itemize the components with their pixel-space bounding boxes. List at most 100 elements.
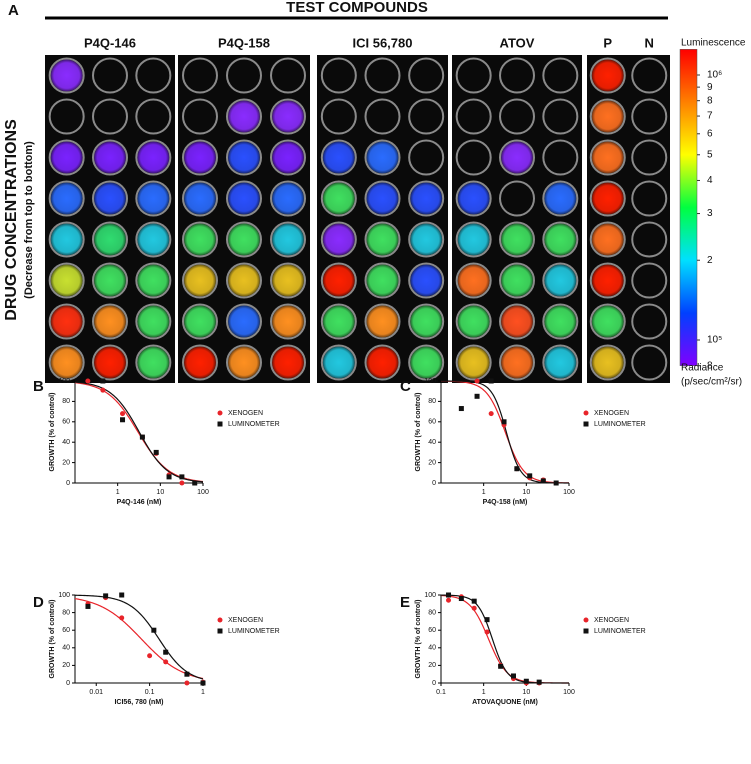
well-signal	[323, 347, 355, 379]
well-signal	[501, 142, 533, 174]
data-point	[475, 379, 480, 384]
well-signal	[272, 224, 304, 256]
well-signal	[410, 224, 442, 256]
data-point	[554, 481, 559, 486]
well-signal	[367, 183, 399, 215]
well-signal	[323, 183, 355, 215]
well-signal	[51, 347, 83, 379]
group-label: N	[645, 35, 654, 50]
y-tick-label: 80	[62, 398, 70, 405]
well-signal	[592, 183, 624, 215]
y-tick-label: 0	[432, 680, 436, 687]
colorbar-tick-label: 8	[707, 95, 713, 106]
colorbar-tick-label: 3	[707, 208, 713, 219]
data-point	[511, 673, 516, 678]
well-signal	[94, 183, 126, 215]
y-tick-label: 0	[66, 480, 70, 487]
legend-marker	[218, 411, 223, 416]
well-signal	[323, 306, 355, 338]
x-tick-label: 0.1	[436, 689, 446, 696]
well-signal	[367, 347, 399, 379]
panel-letter: C	[400, 378, 411, 395]
legend-label: XENOGEN	[594, 410, 629, 417]
data-point	[147, 653, 152, 658]
well-signal	[184, 265, 216, 297]
colorbar-units: (p/sec/cm²/sr)	[681, 377, 742, 388]
y-tick-label: 60	[428, 419, 436, 426]
well-signal	[228, 306, 260, 338]
y-tick-label: 20	[428, 662, 436, 669]
well-signal	[323, 142, 355, 174]
well-signal	[501, 265, 533, 297]
well-signal	[410, 183, 442, 215]
well-signal	[410, 306, 442, 338]
x-tick-label: 100	[563, 489, 575, 496]
panel-letter: A	[8, 2, 19, 19]
colorbar-tick-label: 4	[707, 175, 713, 186]
well-signal	[458, 265, 490, 297]
y-tick-label: 60	[428, 627, 436, 634]
fit-curve	[75, 599, 203, 679]
y-tick-label: 20	[428, 459, 436, 466]
well-signal	[184, 306, 216, 338]
data-point	[446, 593, 451, 598]
data-point	[472, 606, 477, 611]
y-tick-label: 80	[428, 609, 436, 616]
y-tick-label: 60	[62, 419, 70, 426]
y-tick-label: 60	[62, 627, 70, 634]
y-axis-label: DRUG CONCENTRATIONS	[3, 119, 20, 321]
panel-letter: B	[33, 378, 44, 395]
fit-curve	[75, 382, 203, 482]
well-signal	[228, 142, 260, 174]
data-point	[527, 473, 532, 478]
data-point	[498, 664, 503, 669]
x-tick-label: 10	[522, 489, 530, 496]
group-label: P4Q-158	[218, 35, 270, 50]
y-tick-label: 40	[62, 645, 70, 652]
data-point	[85, 604, 90, 609]
panel-letter: D	[33, 594, 44, 611]
well-signal	[323, 265, 355, 297]
data-point	[541, 478, 546, 483]
well-signal	[272, 306, 304, 338]
well-signal	[51, 224, 83, 256]
data-point	[100, 388, 105, 393]
x-tick-label: 100	[197, 489, 209, 496]
well-signal	[592, 265, 624, 297]
well-signal	[51, 306, 83, 338]
data-point	[489, 379, 494, 384]
well-signal	[367, 224, 399, 256]
figure-title: TEST COMPOUNDS	[286, 0, 428, 16]
well-signal	[272, 347, 304, 379]
x-tick-label: 0.1	[145, 689, 155, 696]
well-signal	[272, 101, 304, 133]
well-signal	[501, 347, 533, 379]
well-signal	[592, 142, 624, 174]
well-signal	[51, 142, 83, 174]
data-point	[167, 474, 172, 479]
well-signal	[137, 265, 169, 297]
data-point	[537, 680, 542, 685]
well-signal	[137, 224, 169, 256]
well-signal	[228, 347, 260, 379]
data-point	[489, 411, 494, 416]
group-label: ICI 56,780	[353, 35, 413, 50]
colorbar-tick-label: 7	[707, 111, 713, 122]
x-axis-label: ATOVAQUONE (nM)	[472, 699, 538, 706]
data-point	[502, 419, 507, 424]
x-tick-label: 0.01	[89, 689, 103, 696]
y-axis-label: GROWTH (% of control)	[49, 393, 56, 472]
legend-marker	[218, 618, 223, 623]
data-point	[151, 628, 156, 633]
well-signal	[410, 347, 442, 379]
y-tick-label: 80	[428, 398, 436, 405]
legend-marker	[584, 411, 589, 416]
colorbar-label: Radiance	[681, 363, 724, 374]
data-point	[459, 406, 464, 411]
legend-label: XENOGEN	[228, 617, 263, 624]
data-point	[446, 598, 451, 603]
data-point	[85, 379, 90, 384]
well-signal	[544, 183, 576, 215]
data-point	[514, 466, 519, 471]
x-tick-label: 1	[482, 689, 486, 696]
